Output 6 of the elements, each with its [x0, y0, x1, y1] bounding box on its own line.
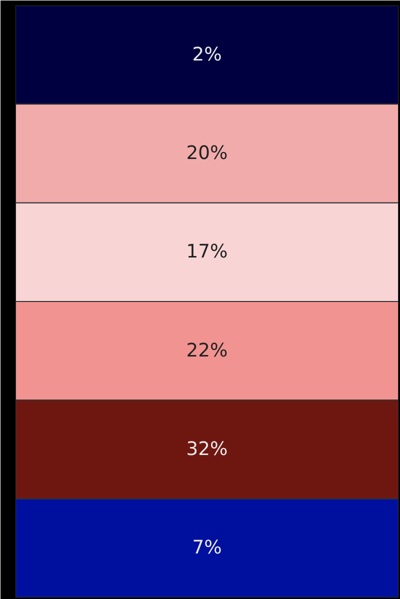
data-label: 17%: [186, 242, 228, 263]
data-label: 7%: [192, 538, 222, 559]
data-label: 20%: [186, 143, 228, 164]
data-label: 32%: [186, 439, 228, 460]
data-label: 2%: [192, 44, 222, 66]
data-label: 22%: [186, 340, 228, 362]
